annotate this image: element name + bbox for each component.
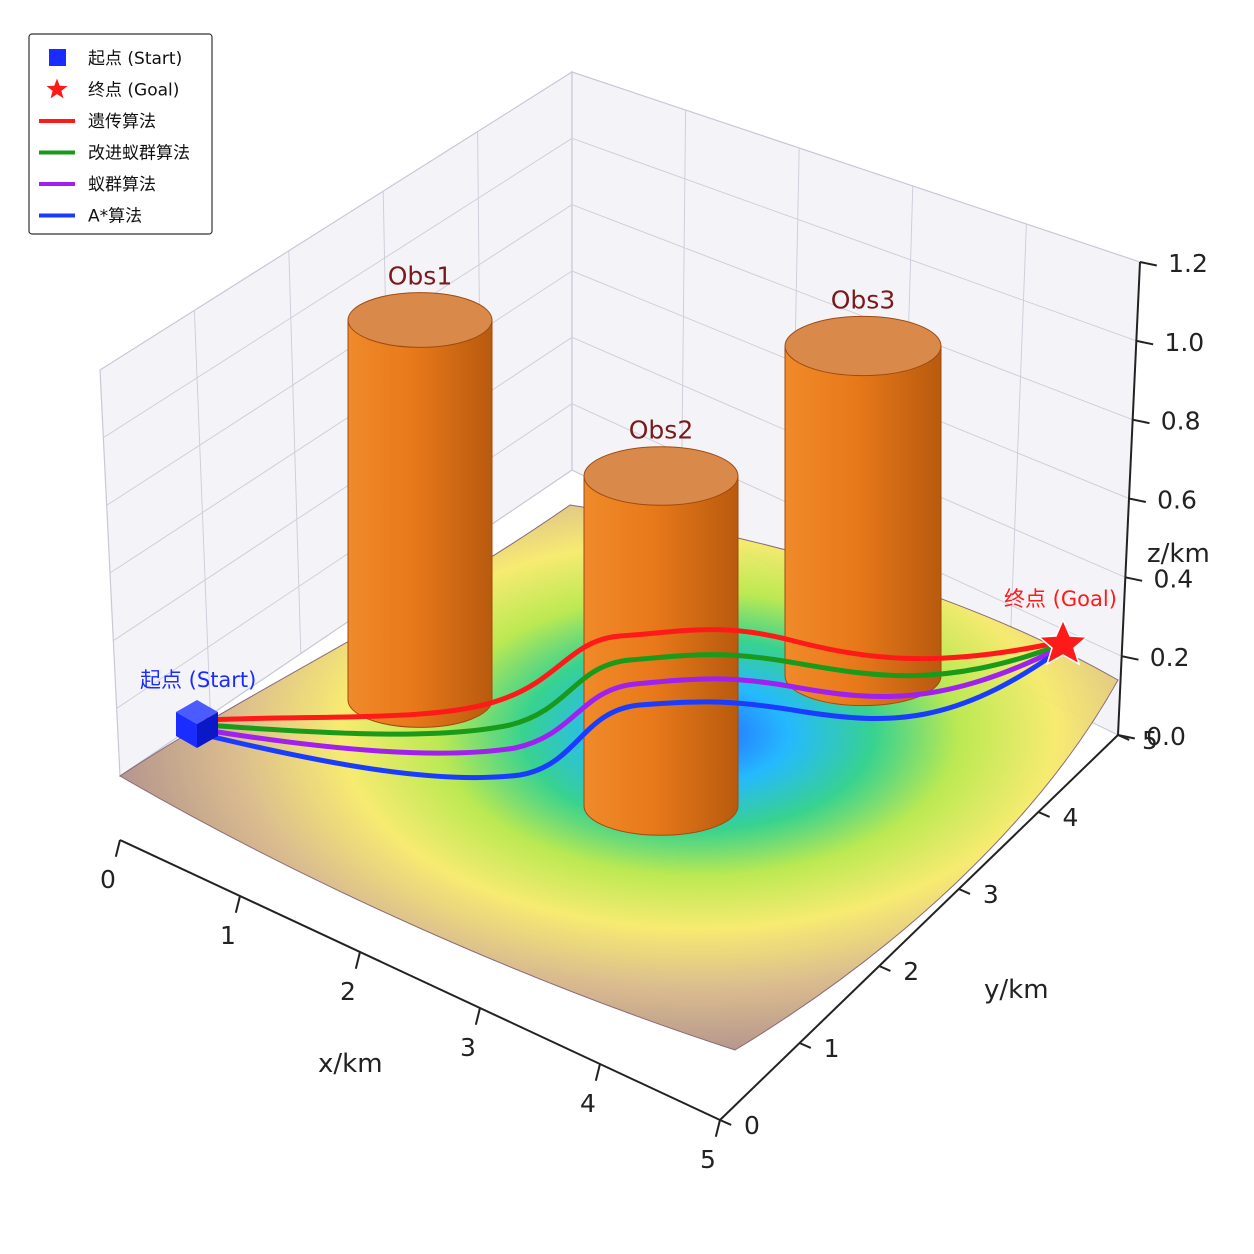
obstacle-label: Obs2 xyxy=(629,416,693,445)
goal-marker xyxy=(1037,618,1089,666)
x-tick-label: 4 xyxy=(580,1089,596,1118)
square-icon xyxy=(49,49,66,66)
obstacles: Obs1 Obs2 Obs3 xyxy=(347,262,942,836)
legend-label: 蚁群算法 xyxy=(88,175,156,195)
legend-label: A*算法 xyxy=(88,207,142,227)
path-improved-aco xyxy=(204,642,1061,737)
path-aco xyxy=(204,645,1062,756)
z-tick-label: 0.4 xyxy=(1153,564,1193,593)
x-tick-label: 3 xyxy=(460,1033,476,1062)
x-tick-label: 5 xyxy=(700,1145,716,1174)
x-tick-label: 0 xyxy=(100,865,116,894)
obstacle-label: Obs3 xyxy=(831,285,895,314)
legend-item: 遗传算法 xyxy=(39,112,156,132)
x-tick-label: 1 xyxy=(220,921,236,950)
z-tick-label: 1.0 xyxy=(1164,328,1204,357)
legend-item: 起点 (Start) xyxy=(49,49,182,69)
obstacle-1: Obs1 xyxy=(347,262,493,728)
z-tick-label: 0.8 xyxy=(1161,407,1201,436)
y-tick-label: 0 xyxy=(744,1111,760,1140)
star-icon xyxy=(46,78,68,99)
legend-item: 终点 (Goal) xyxy=(46,78,179,101)
legend-item: 蚁群算法 xyxy=(39,175,156,195)
x-tick-label: 2 xyxy=(340,977,356,1006)
obstacle-label: Obs1 xyxy=(388,262,452,291)
x-ticks: 0 1 2 3 4 5 xyxy=(100,839,721,1174)
goal-label: 终点 (Goal) xyxy=(1004,587,1117,611)
y-axis-title: y/km xyxy=(984,975,1049,1005)
y-tick-label: 5 xyxy=(1142,726,1158,755)
z-ticks: 0.0 0.2 0.4 0.6 0.8 1.0 1.2 xyxy=(1117,249,1208,751)
legend-label: 终点 (Goal) xyxy=(88,81,179,101)
z-tick-label: 0.6 xyxy=(1157,486,1197,515)
obstacle-2: Obs2 xyxy=(583,416,739,836)
z-tick-label: 0.2 xyxy=(1150,643,1190,672)
x-axis xyxy=(119,839,721,1121)
legend-item: A*算法 xyxy=(39,207,142,227)
y-axis xyxy=(719,734,1119,1121)
y-tick-label: 1 xyxy=(824,1034,840,1063)
z-tick-label: 1.2 xyxy=(1168,249,1208,278)
x-axis-title: x/km xyxy=(318,1049,383,1079)
z-tick-label: 0.0 xyxy=(1146,722,1186,751)
legend-label: 遗传算法 xyxy=(88,112,156,132)
path-genetic xyxy=(204,627,1061,723)
legend-item: 改进蚁群算法 xyxy=(39,144,190,164)
paths xyxy=(204,627,1062,781)
legend-label: 起点 (Start) xyxy=(88,49,182,69)
y-ticks: 0 1 2 3 4 5 xyxy=(719,726,1158,1140)
y-tick-label: 2 xyxy=(903,957,919,986)
path-astar xyxy=(204,647,1062,781)
start-label: 起点 (Start) xyxy=(140,668,256,692)
z-axis-title: z/km xyxy=(1147,539,1210,569)
y-tick-label: 3 xyxy=(983,880,999,909)
start-marker xyxy=(176,700,218,748)
legend-label: 改进蚁群算法 xyxy=(88,144,190,164)
y-tick-label: 4 xyxy=(1062,803,1078,832)
